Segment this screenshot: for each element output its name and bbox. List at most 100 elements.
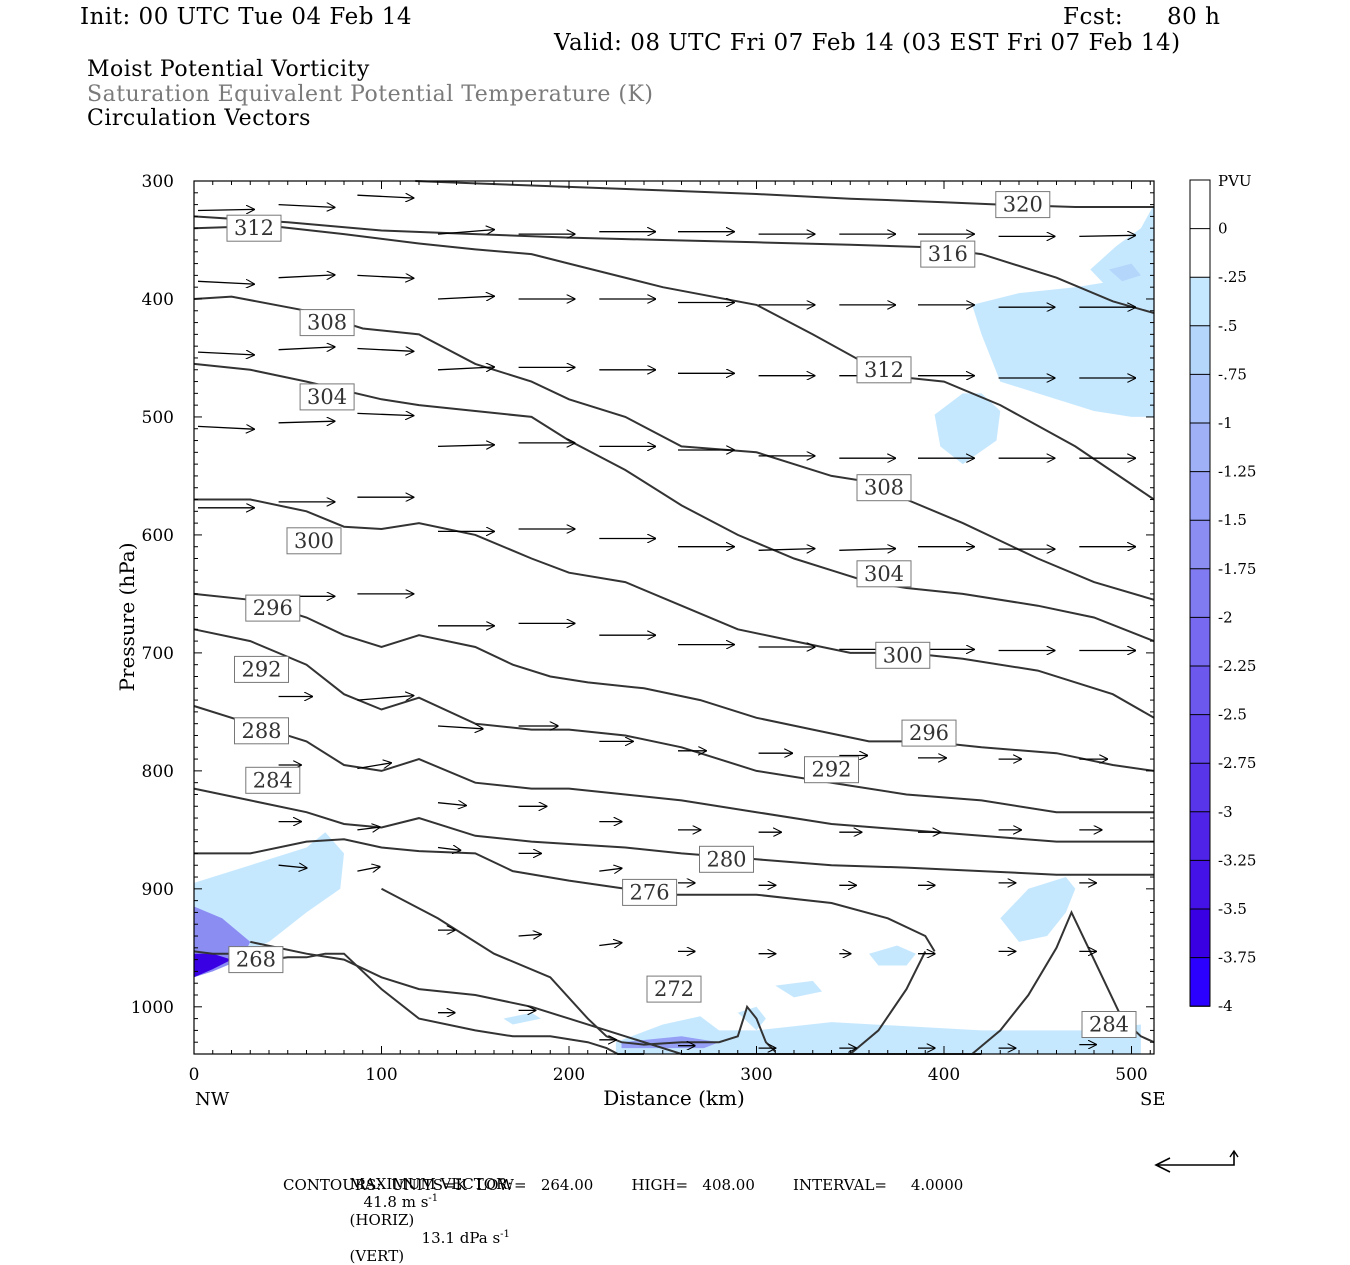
circulation-vector (839, 549, 895, 551)
colorbar-segment (1190, 568, 1210, 618)
colorbar-label: -3.5 (1218, 900, 1247, 918)
forecast-hour: 80 h (1167, 4, 1221, 30)
max-vector-horiz-tag: (HORIZ) (349, 1211, 415, 1229)
theta-contour-296 (193, 592, 1155, 772)
colorbar-segment (1190, 666, 1210, 715)
contour-label: 292 (241, 657, 281, 681)
circulation-vector (357, 696, 413, 701)
colorbar-label: -3.75 (1218, 949, 1256, 967)
y-tick-label: 800 (142, 762, 174, 782)
y-tick-label: 500 (142, 408, 174, 428)
contour-label-box (228, 946, 284, 974)
colorbar-label: -1.75 (1218, 560, 1256, 578)
x-tick-label: 400 (928, 1065, 960, 1085)
colorbar-segment (1190, 714, 1210, 764)
theta-contour-272 (849, 950, 927, 1055)
contour-label-box (875, 641, 931, 669)
pv-region (1090, 204, 1154, 314)
contour-label: 304 (307, 385, 347, 409)
y-tick-label: 600 (142, 526, 174, 546)
contour-label: 296 (253, 596, 293, 620)
pv-region (615, 1016, 1141, 1054)
field-title-pv: Moist Potential Vorticity (87, 57, 370, 82)
pv-region (972, 275, 1154, 417)
colorbar-label: 0 (1218, 220, 1228, 238)
contour-label: 300 (883, 643, 923, 667)
circulation-vector (437, 445, 494, 447)
circulation-vector (1079, 235, 1135, 236)
max-vector-vert-exponent: -1 (500, 1229, 510, 1240)
contour-label-box (234, 655, 289, 683)
contour-label: 300 (294, 529, 334, 553)
colorbar-segment (1190, 811, 1210, 861)
contour-label-box (1081, 1011, 1137, 1038)
circulation-vectors (197, 195, 1135, 1048)
circulation-vector (278, 865, 307, 868)
theta-contour-284 (193, 787, 1154, 876)
circulation-vector (357, 763, 391, 770)
colorbar-label: -4 (1218, 997, 1233, 1015)
contour-label-box (804, 756, 859, 784)
contour-label-box (646, 975, 702, 1003)
circulation-vector (599, 868, 621, 871)
colorbar-segment (1190, 325, 1210, 375)
contour-label: 276 (630, 880, 670, 904)
x-tick-label: 500 (1115, 1065, 1147, 1085)
circulation-vector (437, 726, 483, 729)
max-vector-horiz: 41.8 m s (363, 1193, 429, 1211)
colorbar-segment (1190, 228, 1210, 278)
max-vector-vert: 13.1 dPa s (421, 1229, 501, 1247)
y-tick-label: 1000 (131, 998, 174, 1018)
circulation-vector (518, 934, 541, 936)
contour-label: 304 (864, 562, 904, 586)
circulation-vector (357, 867, 379, 871)
contour-label: 320 (1003, 193, 1043, 217)
circulation-vector (437, 230, 494, 235)
contour-label-box (856, 474, 912, 502)
colorbar-segment (1190, 374, 1210, 423)
y-tick-label: 400 (142, 290, 174, 310)
circulation-vector (197, 352, 254, 355)
circulation-vector (357, 349, 413, 352)
x-tick-label: 200 (553, 1065, 585, 1085)
pv-region (775, 980, 823, 998)
contour-label-box (226, 214, 282, 242)
field-title-theta-es: Saturation Equivalent Potential Temperat… (87, 82, 654, 107)
colorbar-label: -.25 (1218, 268, 1247, 286)
colorbar-segment (1190, 180, 1210, 229)
contour-label: 308 (864, 476, 904, 500)
pv-region (934, 393, 1001, 465)
theta-contour-304 (193, 362, 1155, 643)
colorbar-segment (1190, 520, 1210, 569)
theta-contour-272 (381, 887, 777, 1053)
circulation-vector (437, 367, 494, 370)
pv-region (737, 1006, 766, 1031)
colorbar-label: -2.25 (1218, 657, 1256, 675)
contour-label-box (245, 766, 301, 794)
max-vector-vert-tag: (VERT) (349, 1247, 405, 1265)
theta-contour-312 (193, 224, 1155, 501)
cross-section-chart: 320 316 312 312 308 308 304 304 300 300 296 296 292 2… (115, 172, 1256, 1110)
circulation-vector (197, 426, 254, 429)
colorbar-segment (1190, 423, 1210, 472)
forecast-label: Fcst: (1063, 4, 1124, 30)
contour-label: 312 (864, 358, 904, 382)
circulation-vector (278, 275, 335, 278)
contour-label-box (995, 191, 1051, 219)
circulation-vector (357, 827, 379, 830)
contour-label-box (901, 719, 957, 747)
max-vector-label: MAXIMUM VECTOR: (349, 1175, 513, 1193)
contour-label: 312 (234, 216, 274, 240)
colorbar-segment (1190, 957, 1210, 1007)
pv-region (1000, 877, 1076, 942)
circulation-vector (278, 205, 335, 208)
colorbar-segment (1190, 277, 1210, 326)
circulation-vector (437, 296, 494, 299)
theta-contour-316 (193, 215, 1155, 315)
contour-label-box (920, 240, 976, 268)
colorbar-label: -2 (1218, 608, 1233, 626)
pv-region (1109, 263, 1141, 282)
circulation-vector (278, 421, 335, 423)
x-tick-label: 100 (365, 1065, 397, 1085)
contour-label: 288 (241, 719, 281, 743)
